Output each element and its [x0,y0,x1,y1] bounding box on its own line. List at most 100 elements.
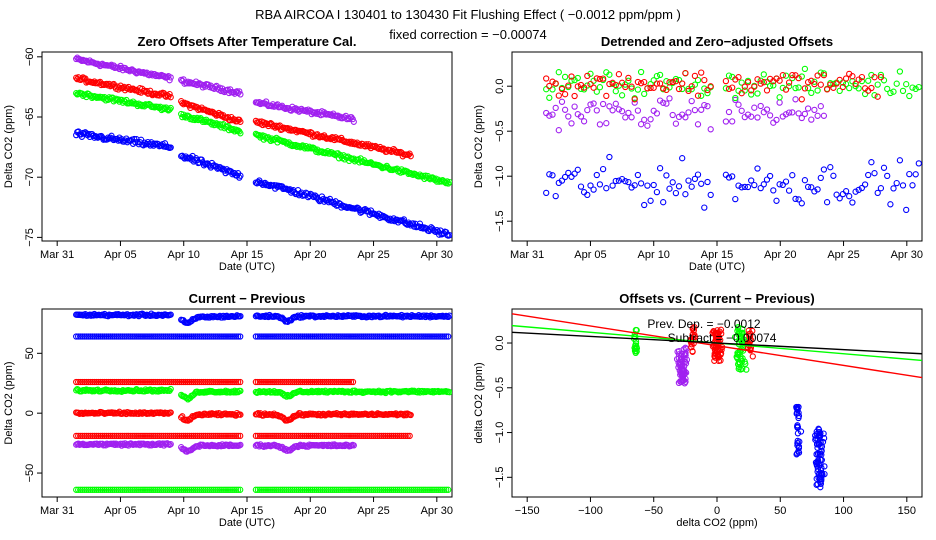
p3-point [214,378,222,386]
p3-point [256,378,264,386]
p3-point [166,432,173,440]
p3-point [306,441,313,448]
p3-point [220,378,228,386]
p3-point [394,432,401,440]
p3-point [311,333,318,340]
p2-point [871,170,878,177]
p3-point [392,432,399,440]
p3-point [406,486,413,493]
p3-point [85,378,92,386]
p3-point [384,432,391,440]
p3-point [446,389,452,396]
p3-point [137,333,145,340]
p3-point [107,378,114,386]
p3-point [337,432,345,440]
p3-point [174,432,181,440]
p3-point [390,333,397,340]
p2-point [650,181,657,189]
p3-point [156,378,163,386]
p4-point [795,449,803,456]
p3-point [174,378,181,386]
p2-point [555,92,562,99]
p3-point [93,333,100,340]
p2-point [622,114,629,121]
p3-point [115,486,122,493]
p3-point [277,486,284,493]
p3-point [190,486,197,493]
p3-point [287,486,294,493]
p3-point [398,486,405,493]
p2-point [814,87,821,94]
p3-point [351,333,359,340]
p3-point [180,486,187,493]
p3-point [93,378,100,386]
p3-point [285,378,292,386]
p3-point [170,432,177,440]
p2-point [704,86,711,94]
p3-point [418,333,426,340]
p3-point [285,432,292,440]
p3-point [376,333,383,340]
p3-point [178,432,185,440]
p3-point [283,333,290,340]
p2-point [808,184,815,191]
p3-point [285,486,292,493]
p3-point [224,486,232,493]
p4-point [717,350,725,357]
p2-point [543,189,550,197]
p2-point [644,85,651,92]
p3-point [119,432,126,440]
p3-point [141,432,149,440]
p1-point [310,193,318,201]
p2-point [893,80,900,87]
p2-point [782,111,790,118]
p3-point [370,486,377,493]
p2-point [672,120,680,127]
p3-point [402,432,409,440]
p4-point [674,348,681,355]
p4-point [820,435,828,442]
p3-point [127,333,134,340]
p3-point [311,432,318,440]
p3-point [166,378,173,386]
p3-point [142,312,149,319]
p2-point [558,177,566,184]
p3-point [210,378,217,386]
p2-point [552,80,559,87]
panel-offsets-vs-difference: Offsets vs. (Current − Previous) −150 −100… [473,291,923,529]
p3-point [113,432,120,440]
p3-point [315,486,322,493]
p2-point [663,172,670,179]
p2-point [701,85,708,92]
p3-point [228,486,236,493]
p2-point [688,183,695,190]
p2-point [587,80,594,88]
p3-point [182,333,189,340]
p3-point [396,333,403,340]
p1-point [166,77,173,84]
p2-point [644,122,651,129]
p3-point [220,432,228,440]
p2-point [896,68,904,75]
p3-point [347,486,355,493]
p3-point [85,486,92,493]
p2-point [899,87,907,95]
p2-point [776,181,783,188]
p3-point [262,486,270,493]
p3-point [299,333,306,340]
p3-point [325,432,332,440]
p2-point [641,116,648,123]
p2-point [656,71,664,79]
p2-y-tick-label: −0.5 [494,120,506,142]
p3-point [186,432,193,440]
p2-point [596,84,604,91]
p2-point [701,76,708,84]
p3-point [264,486,272,493]
p3-point [396,432,403,440]
p3-point [192,378,199,386]
p4-x-axis-label: delta CO2 (ppm) [676,517,757,529]
p3-point [266,486,274,493]
p4-point [733,353,740,360]
p2-point [839,190,847,198]
p2-point [748,91,755,98]
